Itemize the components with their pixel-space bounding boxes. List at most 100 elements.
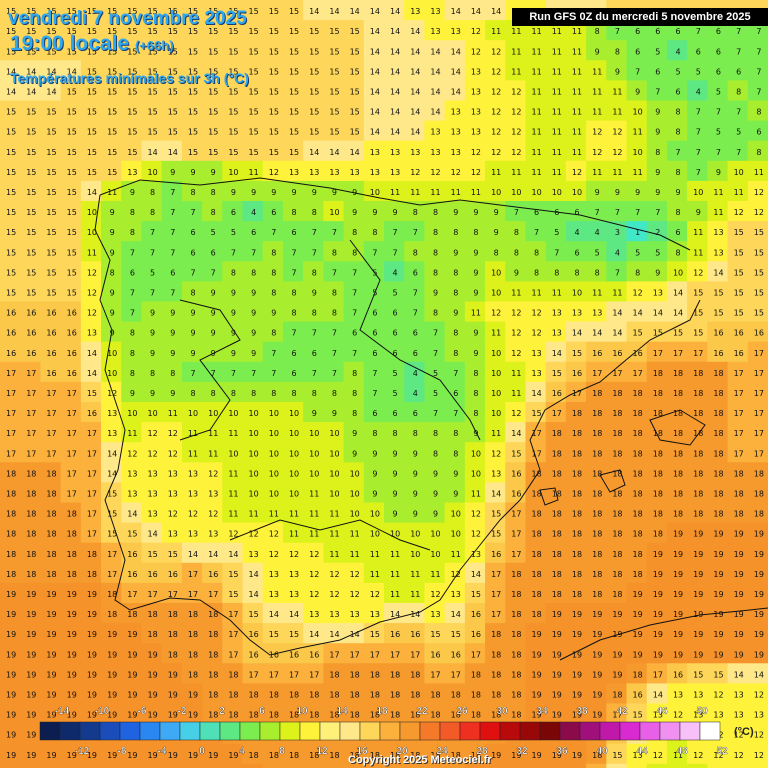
temperature-cell — [505, 422, 526, 443]
temperature-cell — [60, 140, 82, 162]
temperature-value: 11 — [531, 128, 541, 137]
temperature-cell — [565, 763, 587, 768]
temperature-value: 15 — [329, 87, 339, 96]
temperature-cell — [262, 301, 284, 323]
temperature-cell — [161, 281, 183, 302]
temperature-value: 18 — [734, 489, 744, 498]
temperature-value: 7 — [231, 248, 236, 257]
temperature-cell — [545, 241, 567, 262]
temperature-value: 10 — [370, 530, 380, 539]
temperature-cell — [20, 20, 41, 41]
temperature-value: 15 — [188, 148, 198, 157]
temperature-value: 12 — [491, 128, 501, 137]
temperature-value: 14 — [147, 148, 157, 157]
temperature-value: 19 — [734, 550, 744, 559]
legend-tick-label: 32 — [516, 746, 528, 757]
temperature-cell — [60, 80, 82, 101]
temperature-cell — [646, 40, 668, 61]
temperature-cell — [40, 341, 62, 363]
forecast-time-label: 19:00 locale — [10, 32, 130, 55]
temperature-cell — [262, 60, 284, 81]
temperature-value: 13 — [147, 510, 157, 519]
temperature-value: 9 — [453, 208, 458, 217]
legend-swatch — [599, 721, 621, 741]
temperature-cell — [181, 281, 203, 302]
temperature-cell — [60, 301, 82, 323]
temperature-cell — [424, 301, 446, 323]
temperature-value: 15 — [147, 128, 157, 137]
temperature-value: 8 — [433, 248, 438, 257]
temperature-value: 10 — [269, 489, 279, 498]
temperature-cell — [505, 140, 526, 162]
temperature-cell — [747, 120, 768, 142]
temperature-value: 14 — [329, 630, 339, 639]
temperature-value: 10 — [451, 510, 461, 519]
temperature-cell — [485, 40, 506, 61]
temperature-value: 11 — [228, 510, 238, 519]
temperature-value: 14 — [329, 7, 339, 16]
temperature-value: 15 — [269, 27, 279, 36]
temperature-value: 8 — [676, 248, 681, 257]
temperature-value: 8 — [190, 389, 195, 398]
temperature-cell — [505, 160, 526, 182]
temperature-cell — [404, 402, 425, 423]
temperature-cell — [80, 261, 102, 282]
temperature-value: 17 — [390, 650, 400, 659]
temperature-cell — [101, 140, 122, 162]
temperature-value: 8 — [231, 268, 236, 277]
temperature-cell — [464, 381, 486, 403]
temperature-value: 5 — [696, 67, 701, 76]
temperature-value: 12 — [754, 690, 764, 699]
temperature-cell — [505, 301, 526, 323]
temperature-value: 13 — [430, 128, 440, 137]
temperature-value: 19 — [127, 630, 137, 639]
temperature-value: 7 — [352, 288, 357, 297]
temperature-cell — [80, 60, 102, 81]
temperature-cell — [384, 160, 405, 182]
temperature-cell — [424, 160, 446, 182]
temperature-value: 15 — [67, 108, 77, 117]
temperature-cell — [565, 281, 587, 302]
temperature-value: 10 — [329, 449, 339, 458]
temperature-cell — [303, 261, 324, 282]
temperature-value: 15 — [67, 168, 77, 177]
temperature-value: 17 — [734, 369, 744, 378]
temperature-value: 12 — [451, 168, 461, 177]
temperature-cell — [444, 120, 466, 142]
temperature-value: 17 — [309, 670, 319, 679]
temperature-value: 11 — [693, 228, 703, 237]
temperature-cell — [747, 402, 768, 423]
temperature-value: 15 — [147, 87, 157, 96]
temperature-cell — [181, 60, 203, 81]
temperature-value: 17 — [754, 349, 764, 358]
temperature-value: 16 — [491, 550, 501, 559]
legend-tick-label: -12 — [75, 746, 90, 757]
temperature-cell — [586, 321, 607, 343]
temperature-value: 7 — [332, 349, 337, 358]
temperature-value: 18 — [107, 590, 117, 599]
temperature-cell — [545, 261, 567, 282]
temperature-cell — [646, 140, 668, 162]
temperature-cell — [404, 201, 425, 222]
temperature-value: 7 — [150, 248, 155, 257]
temperature-cell — [606, 281, 628, 302]
temperature-value: 19 — [653, 630, 663, 639]
temperature-value: 8 — [251, 389, 256, 398]
temperature-value: 8 — [534, 268, 539, 277]
temperature-value: 16 — [410, 630, 420, 639]
temperature-value: 19 — [26, 751, 36, 760]
temperature-value: 18 — [572, 489, 582, 498]
temperature-value: 8 — [473, 389, 478, 398]
temperature-value: 9 — [231, 188, 236, 197]
temperature-cell — [242, 261, 264, 282]
temperature-value: 18 — [46, 469, 56, 478]
temperature-value: 19 — [653, 590, 663, 599]
temperature-cell — [666, 301, 688, 323]
temperature-cell — [707, 402, 729, 423]
temperature-value: 10 — [208, 409, 218, 418]
temperature-value: 15 — [107, 530, 117, 539]
temperature-cell — [565, 100, 587, 122]
temperature-value: 15 — [269, 128, 279, 137]
temperature-cell — [363, 140, 385, 162]
temperature-value: 19 — [673, 590, 683, 599]
